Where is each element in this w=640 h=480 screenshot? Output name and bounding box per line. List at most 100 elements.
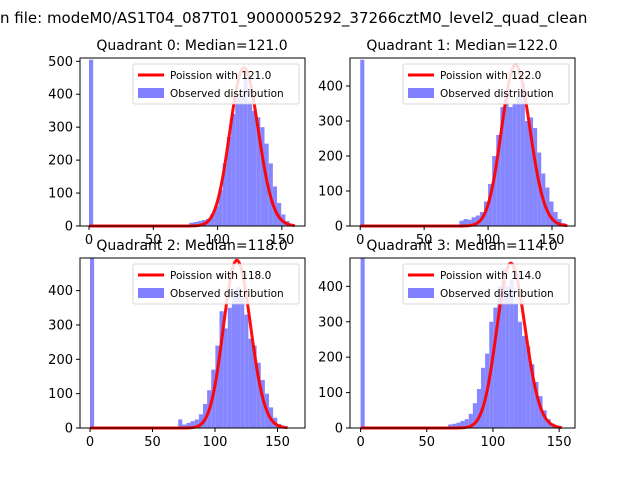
histogram-bar bbox=[360, 258, 365, 428]
panel-quadrant-2: Quadrant 2: Median=118.0 0 50 100 150 0 100 20… bbox=[48, 238, 306, 450]
legend-box bbox=[402, 63, 570, 105]
histogram-bar bbox=[252, 345, 257, 428]
x-tick-label: 100 bbox=[481, 435, 506, 450]
histogram-bar bbox=[193, 222, 198, 226]
histogram-bar bbox=[481, 367, 486, 428]
x-tick-label: 50 bbox=[418, 435, 435, 450]
histogram-bar bbox=[492, 156, 497, 226]
panel-title: Quadrant 0: Median=121.0 bbox=[96, 38, 287, 54]
histogram-bar bbox=[223, 328, 228, 428]
histogram-bar bbox=[186, 422, 191, 428]
x-tick-label: 50 bbox=[145, 233, 162, 248]
histogram-bar bbox=[512, 103, 517, 226]
histogram-bar bbox=[467, 219, 472, 226]
y-tick-label: 500 bbox=[48, 55, 73, 70]
histogram-bar bbox=[231, 290, 236, 428]
panel-title: Quadrant 1: Median=122.0 bbox=[366, 38, 557, 54]
axes-frame bbox=[79, 257, 306, 429]
y-tick-label: 100 bbox=[48, 387, 73, 402]
legend-observed-swatch bbox=[408, 288, 434, 298]
histogram-bar bbox=[522, 335, 527, 428]
histogram-bar bbox=[236, 287, 241, 428]
histogram-bar bbox=[240, 297, 245, 428]
histogram-bar bbox=[549, 201, 554, 226]
x-tick-label: 100 bbox=[476, 233, 501, 248]
histogram-bar bbox=[243, 77, 248, 226]
y-tick-label: 300 bbox=[318, 115, 343, 130]
histogram-bar bbox=[89, 59, 94, 226]
legend-observed-label: Observed distribution bbox=[170, 288, 284, 300]
histogram-bar bbox=[178, 419, 183, 428]
x-tick-label: 100 bbox=[203, 435, 228, 450]
histogram-bar bbox=[538, 396, 543, 428]
histogram-bar bbox=[534, 381, 539, 428]
y-tick-label: 200 bbox=[318, 150, 343, 165]
histogram-bar bbox=[476, 389, 482, 428]
histogram-bar bbox=[496, 135, 501, 226]
histogram-bar bbox=[218, 189, 223, 226]
y-tick-label: 400 bbox=[318, 280, 343, 295]
x-tick-label: 150 bbox=[265, 435, 290, 450]
histogram-bar bbox=[189, 222, 194, 226]
histogram-bar bbox=[197, 221, 202, 226]
histogram-bar bbox=[231, 114, 236, 226]
histogram-bar bbox=[260, 379, 265, 428]
y-tick-label: 100 bbox=[318, 386, 343, 401]
panel-quadrant-0: Quadrant 0: Median=121.0 0 50 100 150 0 100 20… bbox=[48, 38, 306, 248]
histogram-bar bbox=[460, 420, 465, 428]
histogram-bar bbox=[256, 362, 261, 428]
histogram-bar bbox=[488, 184, 493, 226]
legend-box bbox=[402, 263, 570, 305]
x-tick-label: 150 bbox=[547, 435, 572, 450]
legend-observed-label: Observed distribution bbox=[170, 88, 284, 100]
legend-observed-label: Observed distribution bbox=[440, 288, 554, 300]
legend-observed-swatch bbox=[408, 88, 434, 98]
histogram-bar bbox=[456, 422, 461, 428]
y-tick-label: 100 bbox=[318, 185, 343, 200]
axes-frame bbox=[79, 57, 306, 227]
axes-frame bbox=[349, 257, 576, 429]
histogram-bar bbox=[501, 268, 506, 428]
histogram-bar bbox=[533, 128, 538, 226]
x-tick-label: 0 bbox=[356, 435, 364, 450]
histogram-bar bbox=[524, 121, 529, 226]
legend-box bbox=[132, 263, 300, 305]
histogram-bar bbox=[468, 413, 473, 428]
histogram-bar bbox=[517, 321, 523, 428]
y-tick-label: 300 bbox=[48, 121, 73, 136]
legend-poisson-label: Poission with 121.0 bbox=[170, 70, 271, 82]
histogram-bar bbox=[500, 107, 505, 226]
y-tick-label: 0 bbox=[335, 422, 343, 437]
histogram-bar bbox=[448, 424, 453, 428]
histogram-bar bbox=[505, 286, 510, 428]
panel-title: Quadrant 2: Median=118.0 bbox=[96, 238, 287, 254]
histogram-bar bbox=[472, 403, 477, 428]
y-tick-label: 100 bbox=[48, 187, 73, 202]
y-tick-label: 300 bbox=[48, 318, 73, 333]
y-tick-label: 300 bbox=[318, 315, 343, 330]
histogram-bar bbox=[215, 345, 220, 428]
y-tick-label: 400 bbox=[48, 284, 73, 299]
y-tick-label: 0 bbox=[65, 220, 73, 235]
histogram-bar bbox=[557, 219, 562, 226]
x-tick-label: 0 bbox=[356, 233, 364, 248]
histogram-bar bbox=[239, 94, 244, 226]
histogram-bar bbox=[516, 96, 521, 226]
legend-poisson-label: Poission with 122.0 bbox=[440, 70, 541, 82]
histogram-bar bbox=[90, 258, 95, 428]
y-tick-label: 0 bbox=[335, 220, 343, 235]
legend-poisson-label: Poission with 118.0 bbox=[170, 270, 271, 282]
x-tick-label: 50 bbox=[144, 435, 161, 450]
histogram-bar bbox=[227, 307, 232, 428]
legend-box bbox=[132, 63, 300, 105]
histogram-bar bbox=[182, 424, 187, 428]
histogram-bar bbox=[210, 214, 215, 226]
histogram-bar bbox=[251, 110, 257, 226]
histogram-bar bbox=[509, 279, 514, 428]
legend-observed-label: Observed distribution bbox=[440, 88, 554, 100]
y-tick-label: 200 bbox=[48, 154, 73, 169]
x-tick-label: 0 bbox=[86, 435, 94, 450]
histogram-bar bbox=[553, 212, 558, 226]
panel-quadrant-3: Quadrant 3: Median=114.0 0 50 100 150 0 100 20… bbox=[318, 238, 576, 450]
figure-suptitle: n file: modeM0/AS1T04_087T01_9000005292_… bbox=[0, 9, 587, 28]
